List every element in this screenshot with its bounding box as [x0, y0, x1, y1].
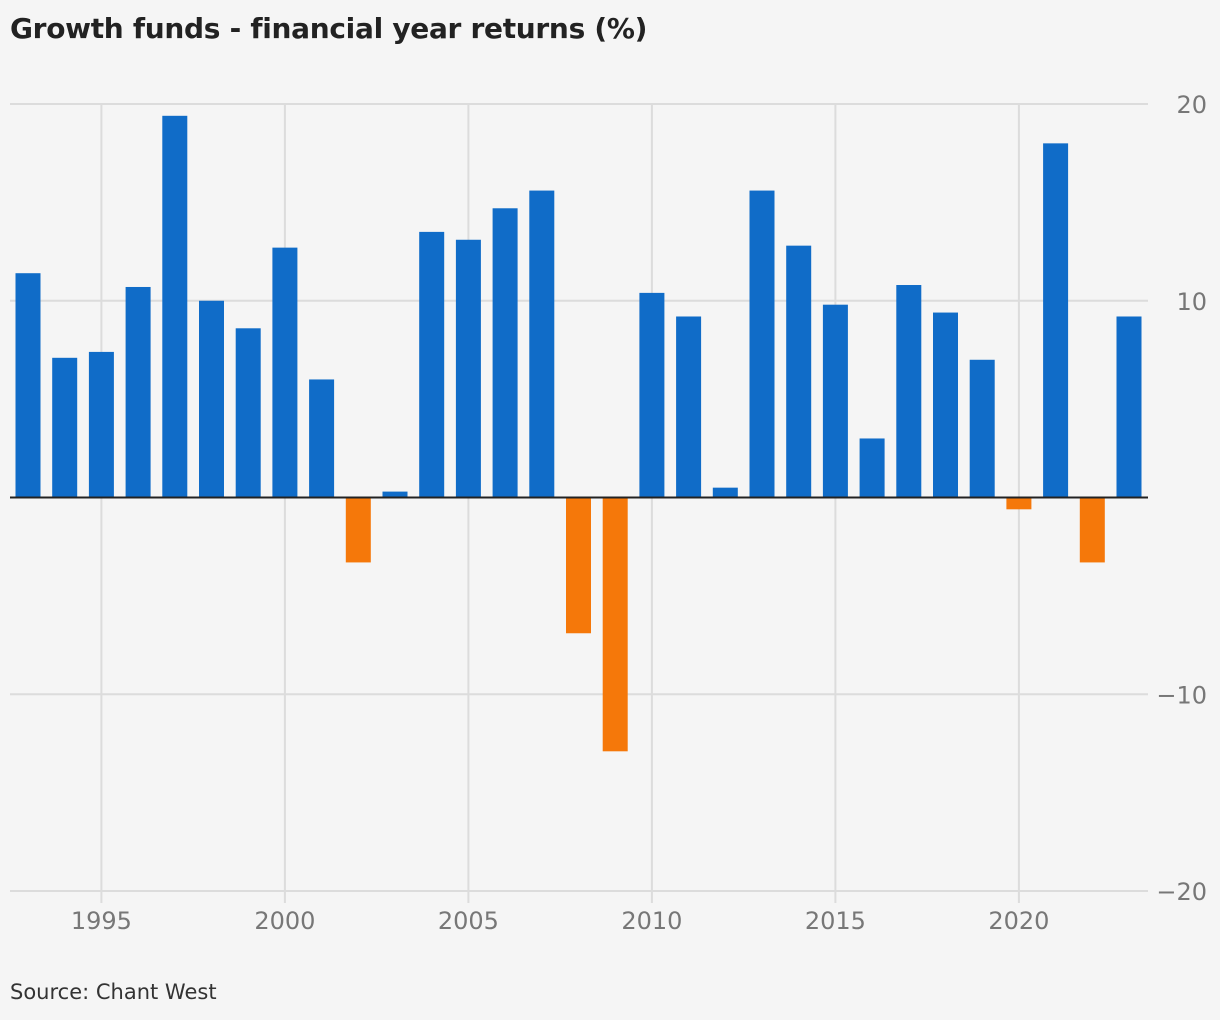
bar-2002 — [345, 497, 371, 563]
bar-2023 — [1116, 316, 1142, 498]
x-tick-label: 2010 — [621, 907, 682, 935]
bar-2000 — [272, 247, 298, 498]
bar-2019 — [969, 359, 995, 498]
bar-2009 — [602, 497, 628, 752]
chart-title: Growth funds - financial year returns (%… — [10, 12, 648, 45]
x-tick-label: 2000 — [254, 907, 315, 935]
bar-1998 — [199, 300, 224, 498]
bar-1994 — [52, 357, 78, 498]
x-tick-label: 1995 — [71, 907, 132, 935]
bar-1995 — [88, 351, 114, 498]
bar-2008 — [566, 497, 591, 634]
bar-1997 — [162, 115, 188, 498]
bars — [15, 115, 1142, 752]
x-tick-label: 2020 — [988, 907, 1049, 935]
bar-2010 — [639, 292, 665, 498]
bar-2017 — [896, 285, 922, 498]
bar-2013 — [749, 190, 775, 498]
bar-2004 — [419, 231, 445, 498]
y-tick-label: 10 — [1176, 288, 1207, 316]
x-tick-label: 2015 — [805, 907, 866, 935]
bar-1993 — [15, 273, 41, 498]
x-tick-label: 2005 — [438, 907, 499, 935]
bar-2005 — [455, 239, 481, 498]
bar-1996 — [125, 286, 151, 498]
y-tick-label: −20 — [1156, 878, 1207, 906]
bar-1999 — [235, 328, 261, 498]
bar-2016 — [859, 438, 885, 498]
bar-2007 — [529, 190, 555, 498]
bar-2022 — [1079, 497, 1105, 563]
y-tick-label: 20 — [1176, 91, 1207, 119]
bar-2012 — [712, 487, 738, 498]
source-note: Source: Chant West — [10, 980, 217, 1004]
bar-2020 — [1006, 497, 1032, 510]
bar-2011 — [676, 316, 702, 498]
bar-2018 — [933, 312, 958, 498]
bar-2021 — [1043, 143, 1069, 498]
bar-2003 — [382, 491, 408, 498]
y-tick-label: −10 — [1156, 681, 1207, 709]
bar-2001 — [309, 379, 335, 498]
bar-2006 — [492, 208, 518, 498]
bar-2015 — [822, 304, 848, 498]
bar-2014 — [786, 245, 812, 498]
